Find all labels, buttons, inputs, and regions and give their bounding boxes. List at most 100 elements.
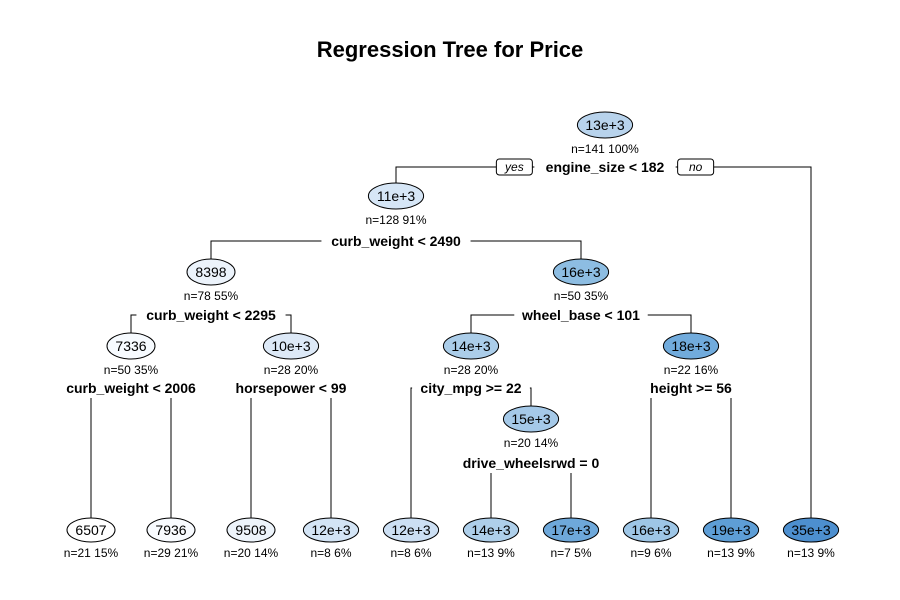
node-value: 14e+3 bbox=[451, 338, 491, 354]
yes-no-layer: yes no bbox=[495, 158, 715, 176]
node-ellipse bbox=[622, 517, 680, 543]
node-stats: n=21 15% bbox=[64, 546, 119, 560]
node-ellipse bbox=[782, 517, 840, 543]
node-value: 7336 bbox=[115, 338, 146, 354]
split-label-bg bbox=[452, 453, 610, 473]
tree-leaf: 19e+3 n=13 9% bbox=[702, 517, 760, 560]
node-ellipse bbox=[146, 517, 196, 543]
tree-leaf: 14e+3 n=13 9% bbox=[462, 517, 520, 560]
tree-leaf: 16e+3 n=9 6% bbox=[622, 517, 680, 560]
node-stats: n=128 91% bbox=[365, 213, 426, 227]
node-value: 35e+3 bbox=[791, 522, 831, 538]
tree-leaf: 35e+3 n=13 9% bbox=[782, 517, 840, 560]
tree-leaf: 6507 n=21 15% bbox=[64, 517, 119, 560]
tree-node: 8398 n=78 55% bbox=[184, 258, 239, 303]
split-label-bg bbox=[56, 378, 206, 398]
node-stats: n=29 21% bbox=[144, 546, 199, 560]
split-label: height >= 56 bbox=[650, 380, 732, 396]
tree-leaf: 9508 n=20 14% bbox=[224, 517, 279, 560]
split-label-bg bbox=[514, 305, 648, 325]
node-ellipse bbox=[662, 332, 720, 360]
tree-edge bbox=[650, 387, 691, 518]
tree-node: 18e+3 n=22 16% bbox=[662, 332, 720, 377]
node-stats: n=20 14% bbox=[504, 436, 559, 450]
split-label: wheel_base < 101 bbox=[521, 307, 640, 323]
node-stats: n=78 55% bbox=[184, 289, 239, 303]
diagram-title: Regression Tree for Price bbox=[317, 37, 584, 62]
node-value: 6507 bbox=[75, 522, 106, 538]
node-ellipse bbox=[226, 517, 276, 543]
node-stats: n=141 100% bbox=[571, 142, 639, 156]
tree-node: 10e+3 n=28 20% bbox=[262, 332, 320, 377]
node-stats: n=20 14% bbox=[224, 546, 279, 560]
split-label: drive_wheelsrwd = 0 bbox=[463, 455, 600, 471]
node-stats: n=22 16% bbox=[664, 363, 719, 377]
tree-edge bbox=[131, 387, 172, 518]
yes-label: yes bbox=[504, 160, 524, 174]
node-stats: n=13 9% bbox=[467, 546, 515, 560]
node-stats: n=9 6% bbox=[630, 546, 671, 560]
split-label: horsepower < 99 bbox=[236, 380, 347, 396]
tree-leaf: 7936 n=29 21% bbox=[144, 517, 199, 560]
node-stats: n=13 9% bbox=[707, 546, 755, 560]
tree-edge bbox=[90, 387, 131, 518]
split-label: engine_size < 182 bbox=[546, 159, 665, 175]
node-value: 7936 bbox=[155, 522, 186, 538]
split-label-bg bbox=[534, 157, 676, 177]
node-ellipse bbox=[462, 517, 520, 543]
node-ellipse bbox=[106, 332, 156, 360]
node-value: 16e+3 bbox=[561, 264, 601, 280]
yes-label-box bbox=[495, 158, 533, 176]
split-label-bg bbox=[412, 378, 530, 398]
no-label: no bbox=[689, 160, 703, 174]
node-value: 19e+3 bbox=[711, 522, 751, 538]
node-value: 12e+3 bbox=[311, 522, 351, 538]
node-ellipse bbox=[552, 258, 610, 286]
tree-edge bbox=[291, 387, 332, 518]
tree-edge bbox=[691, 387, 732, 518]
node-stats: n=28 20% bbox=[264, 363, 319, 377]
tree-node: 7336 n=50 35% bbox=[104, 332, 159, 377]
node-value: 10e+3 bbox=[271, 338, 311, 354]
node-ellipse bbox=[186, 258, 236, 286]
node-value: 8398 bbox=[195, 264, 226, 280]
splits-layer: engine_size < 182 curb_weight < 2490 curb_… bbox=[56, 157, 743, 473]
tree-node: 14e+3 n=28 20% bbox=[442, 332, 500, 377]
node-ellipse bbox=[702, 517, 760, 543]
node-value: 12e+3 bbox=[391, 522, 431, 538]
node-stats: n=50 35% bbox=[104, 363, 159, 377]
node-ellipse bbox=[262, 332, 320, 360]
node-value: 17e+3 bbox=[551, 522, 591, 538]
node-ellipse bbox=[542, 517, 600, 543]
tree-node: 16e+3 n=50 35% bbox=[552, 258, 610, 303]
node-value: 9508 bbox=[235, 522, 266, 538]
node-value: 14e+3 bbox=[471, 522, 511, 538]
split-label: curb_weight < 2295 bbox=[146, 307, 276, 323]
node-stats: n=13 9% bbox=[787, 546, 835, 560]
node-value: 18e+3 bbox=[671, 338, 711, 354]
tree-node: 13e+3 n=141 100% bbox=[571, 111, 639, 156]
split-label-bg bbox=[639, 378, 743, 398]
node-ellipse bbox=[576, 111, 634, 139]
node-ellipse bbox=[66, 517, 116, 543]
split-label: curb_weight < 2490 bbox=[331, 233, 461, 249]
split-label: city_mpg >= 22 bbox=[420, 380, 521, 396]
split-label-bg bbox=[228, 378, 354, 398]
node-value: 15e+3 bbox=[511, 411, 551, 427]
split-label: curb_weight < 2006 bbox=[66, 380, 196, 396]
node-ellipse bbox=[502, 405, 560, 433]
no-label-box bbox=[677, 158, 715, 176]
node-value: 16e+3 bbox=[631, 522, 671, 538]
split-label-bg bbox=[321, 231, 471, 251]
tree-node: 11e+3 n=128 91% bbox=[365, 182, 427, 227]
tree-edge bbox=[250, 387, 291, 518]
node-value: 11e+3 bbox=[377, 188, 415, 204]
nodes-layer: 13e+3 n=141 100% 11e+3 n=128 91% 8398 n=78 55… bbox=[64, 111, 840, 560]
node-ellipse bbox=[302, 517, 360, 543]
tree-leaf: 12e+3 n=8 6% bbox=[302, 517, 360, 560]
node-ellipse bbox=[442, 332, 500, 360]
tree-leaf: 12e+3 n=8 6% bbox=[382, 517, 440, 560]
node-ellipse bbox=[367, 182, 425, 210]
node-stats: n=28 20% bbox=[444, 363, 499, 377]
